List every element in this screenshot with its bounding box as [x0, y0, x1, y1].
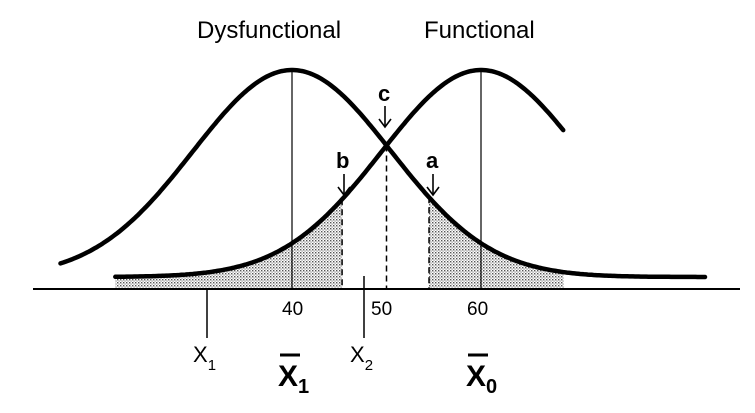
arrow-c-icon	[378, 106, 392, 129]
functional-label: Functional	[424, 17, 535, 44]
arrow-b-icon	[337, 174, 351, 197]
shaded-region-b	[115, 199, 343, 289]
tick-label-50: 50	[371, 299, 392, 320]
xbar1-label: X1	[278, 360, 309, 398]
dysfunctional-curve	[58, 67, 708, 280]
xbar0-label: X0	[466, 360, 497, 398]
x1-label: X1	[193, 342, 216, 374]
arrow-a-icon	[426, 174, 440, 197]
label-b: b	[336, 148, 349, 173]
x2-label: X2	[350, 342, 373, 374]
dysfunctional-label: Dysfunctional	[197, 17, 341, 44]
functional-curve	[113, 67, 566, 280]
tick-label-60: 60	[467, 299, 488, 320]
label-a: a	[426, 148, 439, 173]
label-c: c	[378, 81, 390, 106]
tick-label-40: 40	[282, 299, 303, 320]
shaded-region-a	[429, 197, 565, 289]
